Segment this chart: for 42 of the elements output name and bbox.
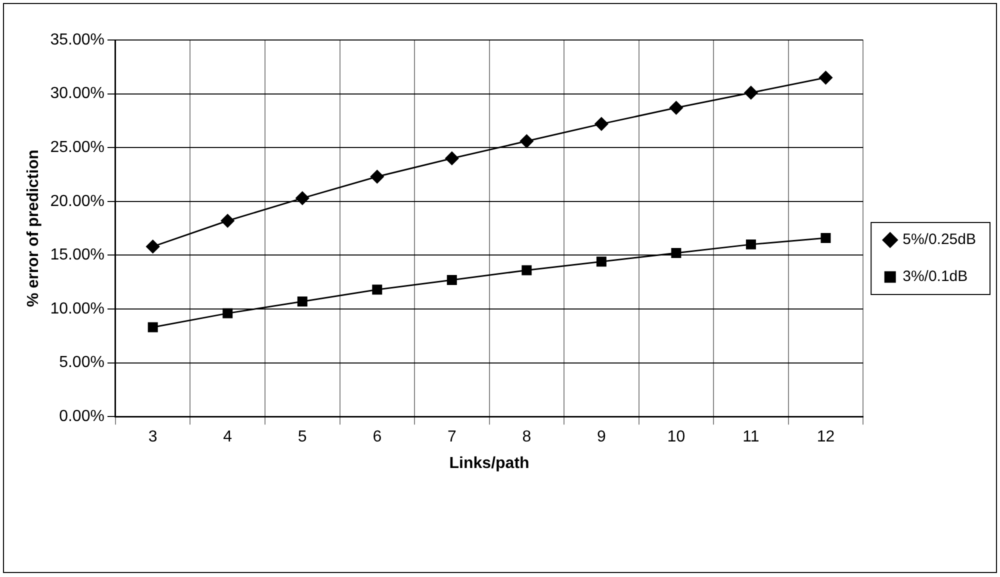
x-tick-label: 12 bbox=[816, 428, 835, 446]
x-tick-label: 3 bbox=[148, 428, 158, 446]
x-tick-label: 11 bbox=[742, 428, 760, 446]
legend-label: 5%/0.25dB bbox=[902, 231, 976, 248]
point bbox=[594, 117, 608, 131]
legend-label: 3%/0.1dB bbox=[902, 268, 968, 286]
y-tick-label: 30.00% bbox=[50, 85, 104, 102]
y-tick-label: 15.00% bbox=[50, 246, 104, 264]
y-tick-label: 10.00% bbox=[50, 300, 104, 318]
point bbox=[520, 134, 534, 148]
point bbox=[669, 101, 683, 115]
point bbox=[297, 296, 308, 306]
point bbox=[746, 239, 756, 250]
point bbox=[148, 322, 158, 332]
point bbox=[671, 248, 682, 258]
x-tick-label: 7 bbox=[447, 428, 456, 446]
y-tick-label: 20.00% bbox=[50, 192, 104, 210]
point bbox=[370, 170, 384, 184]
point bbox=[296, 191, 310, 205]
point bbox=[446, 274, 457, 285]
x-tick-label: 10 bbox=[667, 428, 686, 446]
point bbox=[522, 265, 532, 276]
x-tick-label: 9 bbox=[596, 428, 606, 446]
point bbox=[820, 232, 831, 243]
y-tick-label: 35.00% bbox=[50, 31, 104, 48]
x-tick-label: 4 bbox=[223, 428, 232, 446]
x-axis-title: Links/path bbox=[449, 454, 530, 472]
y-tick-label: 5.00% bbox=[59, 354, 104, 372]
point bbox=[596, 256, 606, 267]
y-axis-title: % error of prediction bbox=[25, 150, 42, 307]
point bbox=[744, 86, 758, 100]
point bbox=[818, 70, 832, 84]
x-tick-label: 8 bbox=[522, 428, 532, 446]
point bbox=[372, 284, 382, 295]
point bbox=[445, 152, 459, 166]
point bbox=[220, 214, 234, 228]
y-tick-label: 0.00% bbox=[59, 408, 104, 426]
x-tick-label: 5 bbox=[298, 428, 307, 446]
point bbox=[222, 308, 233, 318]
y-tick-label: 25.00% bbox=[50, 139, 104, 156]
x-tick-label: 6 bbox=[372, 428, 382, 446]
point bbox=[146, 240, 160, 254]
